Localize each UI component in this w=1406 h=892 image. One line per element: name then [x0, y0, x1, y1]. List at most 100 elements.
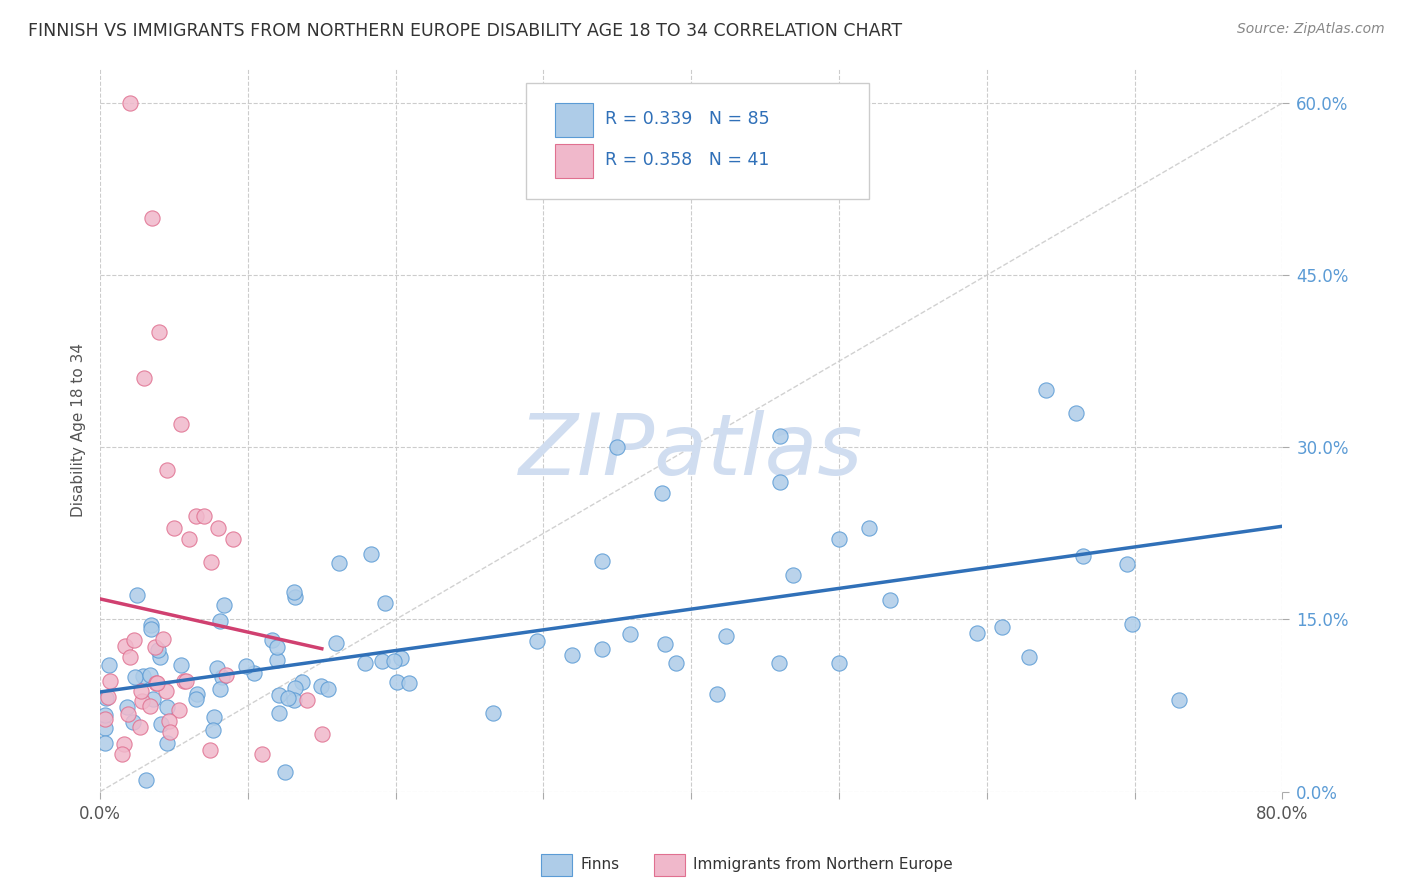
Point — [155, 736, 177, 750]
Point — [284, 681, 307, 696]
Point — [283, 585, 305, 599]
Point — [391, 651, 413, 665]
Point — [328, 556, 350, 570]
Point — [374, 596, 396, 610]
Point — [139, 668, 162, 682]
Point — [398, 676, 420, 690]
Point — [215, 668, 238, 682]
Point — [706, 687, 728, 701]
Text: R = 0.339   N = 85: R = 0.339 N = 85 — [605, 110, 769, 128]
Point — [208, 614, 231, 628]
Point — [768, 656, 790, 670]
Point — [1035, 383, 1057, 397]
Point — [94, 712, 117, 726]
Point — [858, 520, 880, 534]
Point — [170, 658, 193, 673]
Point — [207, 520, 229, 534]
Point — [274, 765, 297, 780]
Point — [235, 659, 257, 673]
Point — [156, 463, 179, 477]
Point — [619, 626, 641, 640]
Point — [966, 626, 988, 640]
Point — [114, 639, 136, 653]
Point — [169, 703, 191, 717]
Point — [382, 654, 405, 668]
Point — [769, 429, 792, 443]
Text: Source: ZipAtlas.com: Source: ZipAtlas.com — [1237, 22, 1385, 37]
Point — [591, 554, 613, 568]
Point — [526, 634, 548, 648]
Point — [150, 717, 173, 731]
Point — [291, 675, 314, 690]
Point — [267, 688, 290, 702]
Point — [654, 637, 676, 651]
Point — [173, 674, 195, 689]
Y-axis label: Disability Age 18 to 34: Disability Age 18 to 34 — [72, 343, 86, 517]
Point — [141, 622, 163, 636]
Point — [128, 720, 150, 734]
Point — [262, 632, 284, 647]
Point — [202, 710, 225, 724]
Point — [606, 440, 628, 454]
Point — [120, 649, 142, 664]
Point — [1168, 692, 1191, 706]
Point — [93, 707, 115, 722]
Point — [769, 475, 792, 489]
Point — [143, 640, 166, 654]
Point — [186, 509, 208, 524]
Point — [159, 724, 181, 739]
Point — [111, 747, 134, 762]
Point — [118, 95, 141, 110]
Point — [135, 773, 157, 788]
Point — [146, 642, 169, 657]
Point — [879, 593, 901, 607]
Point — [714, 629, 737, 643]
Point — [93, 721, 115, 735]
Point — [266, 653, 288, 667]
Point — [115, 700, 138, 714]
Point — [222, 532, 245, 546]
Point — [309, 679, 332, 693]
Point — [129, 683, 152, 698]
Point — [295, 692, 318, 706]
Point — [122, 632, 145, 647]
Point — [991, 620, 1014, 634]
Point — [208, 682, 231, 697]
Point — [93, 736, 115, 750]
Point — [782, 568, 804, 582]
Point — [316, 681, 339, 696]
Point — [283, 692, 305, 706]
Point — [1064, 406, 1087, 420]
Point — [146, 676, 169, 690]
Point — [152, 632, 174, 647]
Point — [200, 555, 222, 569]
Point — [124, 670, 146, 684]
Point — [1121, 616, 1143, 631]
Point — [155, 700, 177, 714]
Point — [193, 509, 215, 524]
Point — [1115, 558, 1137, 572]
Point — [371, 654, 394, 668]
Point — [112, 737, 135, 751]
Point — [117, 707, 139, 722]
Point — [591, 642, 613, 657]
Text: Finns: Finns — [581, 857, 620, 871]
Point — [211, 670, 233, 684]
FancyBboxPatch shape — [526, 83, 869, 199]
Point — [139, 698, 162, 713]
Point — [177, 532, 200, 546]
Point — [267, 706, 290, 720]
Point — [311, 727, 333, 741]
Point — [96, 691, 118, 706]
Point — [828, 532, 851, 546]
Point — [97, 690, 120, 705]
Point — [141, 211, 163, 225]
FancyBboxPatch shape — [555, 103, 593, 137]
Text: FINNISH VS IMMIGRANTS FROM NORTHERN EUROPE DISABILITY AGE 18 TO 34 CORRELATION C: FINNISH VS IMMIGRANTS FROM NORTHERN EURO… — [28, 22, 903, 40]
Point — [131, 694, 153, 708]
Point — [266, 640, 288, 655]
Point — [186, 687, 208, 701]
Point — [134, 371, 156, 385]
Point — [205, 661, 228, 675]
Text: ZIPatlas: ZIPatlas — [519, 410, 863, 493]
